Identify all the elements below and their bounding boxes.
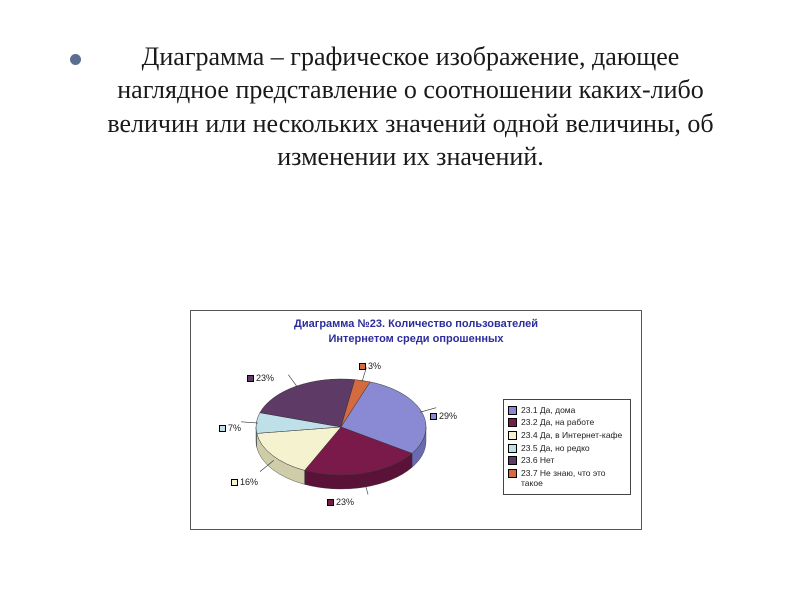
legend-swatch	[508, 469, 517, 478]
pie-label-23a: 23%	[327, 497, 354, 507]
pie-label-3: 3%	[359, 361, 381, 371]
bullet-wrap	[70, 40, 91, 70]
chart-container: Диаграмма №23. Количество пользователей …	[190, 310, 642, 530]
pie-label-sw-16	[231, 479, 238, 486]
pie-label-23b: 23%	[247, 373, 274, 383]
legend-item: 23.1 Да, дома	[508, 404, 626, 417]
legend-item: 23.2 Да, на работе	[508, 416, 626, 429]
legend-label: 23.2 Да, на работе	[521, 417, 626, 428]
legend-item: 23.7 Не знаю, что это такое	[508, 467, 626, 490]
legend-swatch	[508, 444, 517, 453]
bullet-icon	[70, 54, 81, 65]
legend-swatch	[508, 456, 517, 465]
definition-block: Диаграмма – графическое изображение, даю…	[60, 40, 740, 173]
chart-legend: 23.1 Да, дома23.2 Да, на работе 23.4 Да, …	[503, 399, 631, 495]
pie-label-29: 29%	[430, 411, 457, 421]
legend-label: 23.5 Да, но редко	[521, 443, 626, 454]
pie-label-sw-29	[430, 413, 437, 420]
pie-label-sw-23b	[247, 375, 254, 382]
slide: Диаграмма – графическое изображение, даю…	[0, 0, 800, 600]
pie-chart: 29% 23% 16% 7% 23% 3%	[231, 355, 451, 515]
legend-swatch	[508, 418, 517, 427]
legend-item: 23.5 Да, но редко	[508, 442, 626, 455]
pie-label-7: 7%	[219, 423, 241, 433]
legend-item: 23.6 Нет	[508, 454, 626, 467]
legend-label: 23.6 Нет	[521, 455, 626, 466]
chart-title-line1: Диаграмма №23. Количество пользователей	[294, 318, 538, 330]
pie-label-sw-23a	[327, 499, 334, 506]
legend-swatch	[508, 431, 517, 440]
legend-label: 23.1 Да, дома	[521, 405, 626, 416]
chart-title-line2: Интернетом среди опрошенных	[328, 333, 503, 345]
legend-label: 23.4 Да, в Интернет-кафе	[521, 430, 626, 441]
chart-body: 29% 23% 16% 7% 23% 3% 23.1 Да, дома23	[191, 351, 641, 521]
legend-item: 23.4 Да, в Интернет-кафе	[508, 429, 626, 442]
pie-label-sw-3	[359, 363, 366, 370]
pie-label-16: 16%	[231, 477, 258, 487]
legend-swatch	[508, 406, 517, 415]
legend-label: 23.7 Не знаю, что это такое	[521, 468, 626, 489]
pie-label-sw-7	[219, 425, 226, 432]
definition-text: Диаграмма – графическое изображение, даю…	[91, 40, 731, 173]
chart-title: Диаграмма №23. Количество пользователей …	[191, 311, 641, 351]
